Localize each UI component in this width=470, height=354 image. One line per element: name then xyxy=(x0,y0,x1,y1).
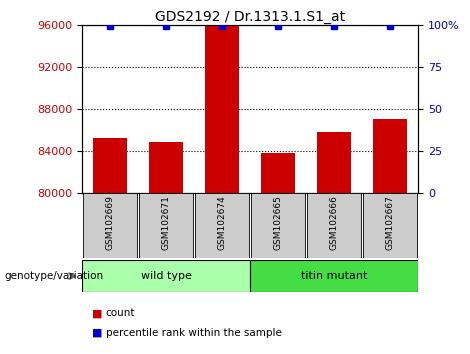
Text: ■: ■ xyxy=(92,328,102,338)
Text: percentile rank within the sample: percentile rank within the sample xyxy=(106,328,282,338)
Bar xyxy=(82,260,250,292)
Text: titin mutant: titin mutant xyxy=(301,271,368,281)
Text: ■: ■ xyxy=(92,308,102,318)
Text: GSM102674: GSM102674 xyxy=(218,195,227,250)
Bar xyxy=(250,260,418,292)
Bar xyxy=(363,193,417,258)
Bar xyxy=(307,193,361,258)
Text: GSM102666: GSM102666 xyxy=(330,195,339,250)
Text: GSM102667: GSM102667 xyxy=(386,195,395,250)
Bar xyxy=(374,119,407,193)
Text: count: count xyxy=(106,308,135,318)
Bar xyxy=(140,193,193,258)
Bar xyxy=(318,132,351,193)
Bar xyxy=(251,193,305,258)
Title: GDS2192 / Dr.1313.1.S1_at: GDS2192 / Dr.1313.1.S1_at xyxy=(155,10,345,24)
Bar xyxy=(83,193,137,258)
Text: GSM102665: GSM102665 xyxy=(274,195,283,250)
Bar xyxy=(94,138,127,193)
Bar xyxy=(149,142,183,193)
Bar xyxy=(196,193,249,258)
Text: GSM102671: GSM102671 xyxy=(162,195,171,250)
Text: genotype/variation: genotype/variation xyxy=(5,271,104,281)
Bar xyxy=(205,25,239,193)
Bar xyxy=(261,153,295,193)
Text: GSM102669: GSM102669 xyxy=(106,195,115,250)
Text: wild type: wild type xyxy=(141,271,192,281)
